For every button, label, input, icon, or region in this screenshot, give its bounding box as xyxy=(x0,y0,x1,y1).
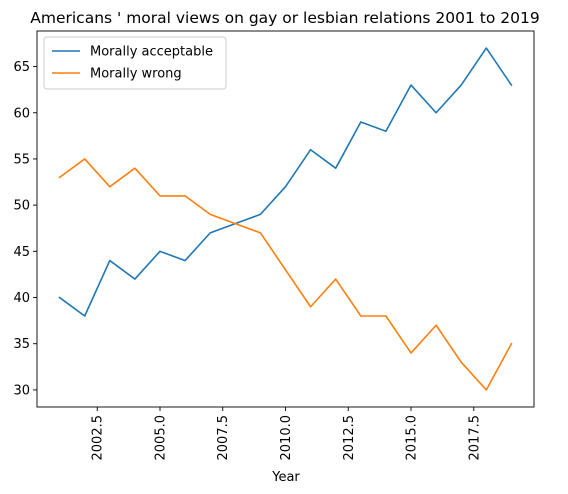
y-tick-label: 55 xyxy=(13,152,30,167)
legend-entry: Morally wrong xyxy=(90,67,182,82)
x-axis-label: Year xyxy=(271,470,300,485)
x-tick-label: 2002.5 xyxy=(91,415,106,461)
y-tick-label: 65 xyxy=(13,60,30,75)
y-tick-label: 40 xyxy=(13,291,30,306)
series-line-2 xyxy=(58,158,513,391)
x-tick-label: 2007.5 xyxy=(216,415,231,461)
y-tick-label: 60 xyxy=(13,106,30,121)
x-tick-label: 2010.0 xyxy=(279,415,294,461)
legend-entry: Morally acceptable xyxy=(90,45,213,60)
y-tick-label: 35 xyxy=(13,337,30,352)
y-tick-label: 45 xyxy=(13,245,30,260)
chart-title: Americans ' moral views on gay or lesbia… xyxy=(30,9,539,27)
series-line-1 xyxy=(58,47,513,317)
x-tick-label: 2012.5 xyxy=(342,415,357,461)
plot-area: 30 35 40 45 50 55 60 65 2002.5 2005.0 2007.5 2010.0… xyxy=(13,30,535,461)
y-tick-label: 30 xyxy=(13,383,30,398)
x-tick-label: 2015.0 xyxy=(405,415,420,461)
x-tick-label: 2017.5 xyxy=(467,415,482,461)
x-tick-label: 2005.0 xyxy=(153,415,168,461)
legend-box xyxy=(43,36,227,90)
y-tick-label: 50 xyxy=(13,199,30,214)
